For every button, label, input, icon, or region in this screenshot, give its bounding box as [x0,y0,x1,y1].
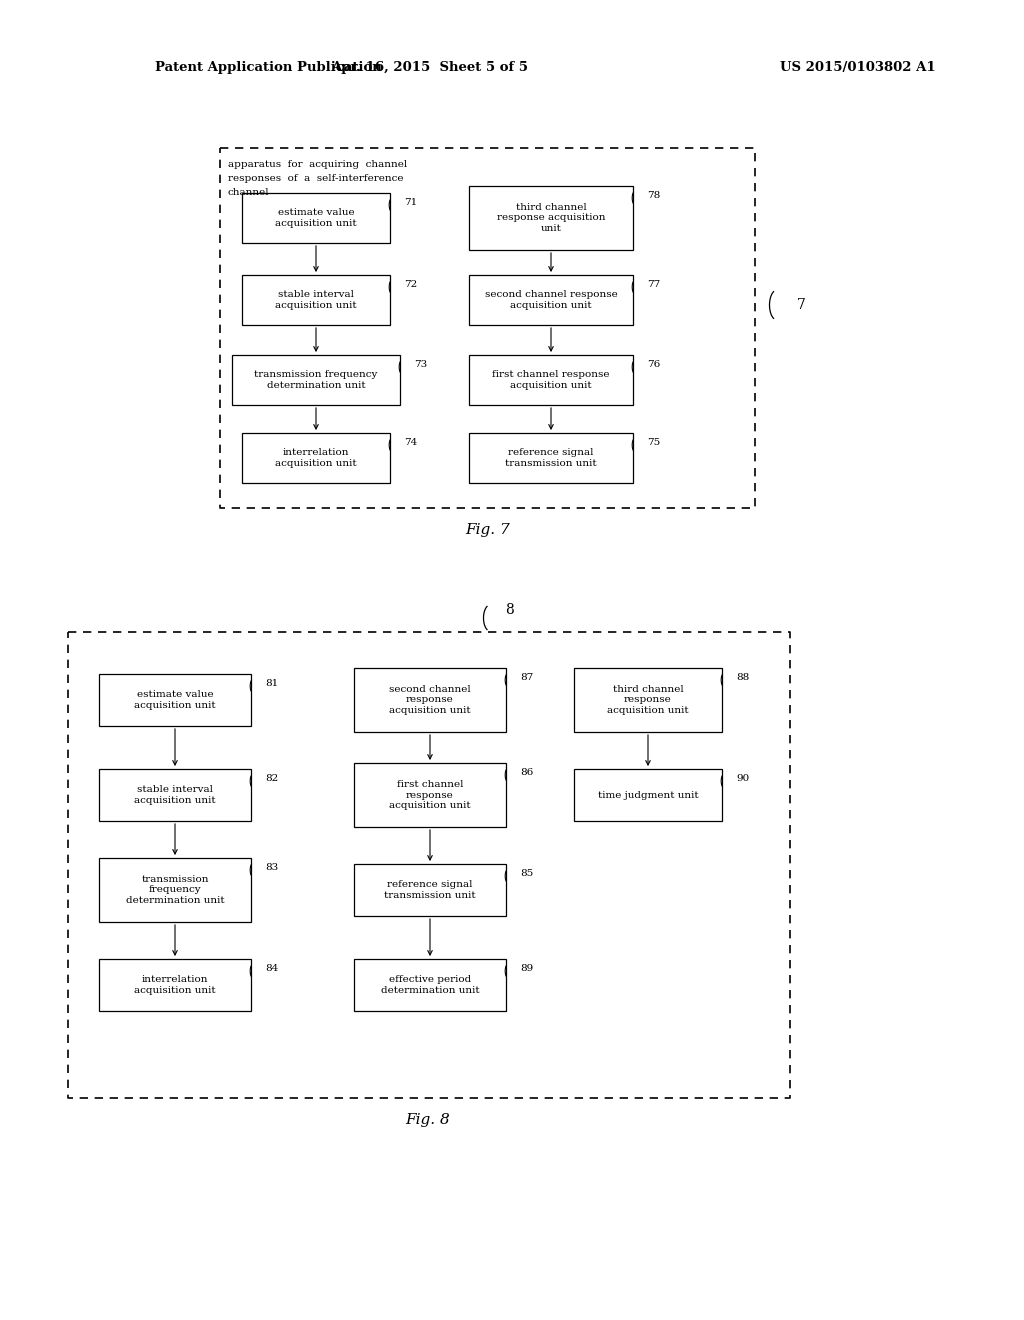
Text: transmission frequency
determination unit: transmission frequency determination uni… [254,371,378,389]
Bar [469,355,633,405]
Bar [469,275,633,325]
Text: interrelation
acquisition unit: interrelation acquisition unit [275,449,356,467]
Bar [469,186,633,249]
Text: 72: 72 [404,280,417,289]
Text: responses  of  a  self-interference: responses of a self-interference [228,174,403,183]
Text: 85: 85 [520,869,534,878]
Bar [99,858,251,921]
Text: apparatus  for  acquiring  channel: apparatus for acquiring channel [228,160,408,169]
Text: third channel
response
acquisition unit: third channel response acquisition unit [607,685,689,715]
Text: 88: 88 [736,673,750,682]
Text: Patent Application Publication: Patent Application Publication [155,62,382,74]
Bar [99,675,251,726]
Bar [469,433,633,483]
Text: 81: 81 [265,678,279,688]
Text: 73: 73 [414,360,427,370]
Text: 74: 74 [404,438,417,447]
Bar [232,355,400,405]
Text: 84: 84 [265,964,279,973]
Text: 86: 86 [520,768,534,777]
Text: interrelation
acquisition unit: interrelation acquisition unit [134,975,216,995]
Bar [242,275,390,325]
Text: 90: 90 [736,774,750,783]
Text: 77: 77 [647,280,660,289]
Text: reference signal
transmission unit: reference signal transmission unit [505,449,597,467]
Text: first channel
response
acquisition unit: first channel response acquisition unit [389,780,471,810]
Text: 76: 76 [647,360,660,370]
Text: second channel response
acquisition unit: second channel response acquisition unit [484,290,617,310]
Text: 71: 71 [404,198,417,207]
Text: transmission
frequency
determination unit: transmission frequency determination uni… [126,875,224,906]
Text: stable interval
acquisition unit: stable interval acquisition unit [134,785,216,805]
Bar [354,668,506,733]
Bar [354,763,506,828]
Text: 7: 7 [797,298,806,312]
Text: reference signal
transmission unit: reference signal transmission unit [384,880,476,900]
Bar [242,433,390,483]
Text: estimate value
acquisition unit: estimate value acquisition unit [134,690,216,710]
Bar [354,865,506,916]
Bar [574,770,722,821]
Text: channel: channel [228,187,269,197]
Text: 78: 78 [647,191,660,201]
Text: time judgment unit: time judgment unit [598,791,698,800]
Bar [99,960,251,1011]
Text: 75: 75 [647,438,660,447]
Text: 89: 89 [520,964,534,973]
Text: third channel
response acquisition
unit: third channel response acquisition unit [497,203,605,232]
Bar [354,960,506,1011]
Text: effective period
determination unit: effective period determination unit [381,975,479,995]
Text: second channel
response
acquisition unit: second channel response acquisition unit [389,685,471,715]
Text: Fig. 7: Fig. 7 [466,523,510,537]
Text: 82: 82 [265,774,279,783]
Text: stable interval
acquisition unit: stable interval acquisition unit [275,290,356,310]
Text: 87: 87 [520,673,534,682]
Bar [574,668,722,733]
Text: 83: 83 [265,863,279,873]
Bar [242,193,390,243]
Text: US 2015/0103802 A1: US 2015/0103802 A1 [780,62,936,74]
Text: 8: 8 [505,603,514,616]
Bar [99,770,251,821]
Text: Apr. 16, 2015  Sheet 5 of 5: Apr. 16, 2015 Sheet 5 of 5 [332,62,528,74]
Text: first channel response
acquisition unit: first channel response acquisition unit [493,371,609,389]
Text: Fig. 8: Fig. 8 [406,1113,451,1127]
Text: estimate value
acquisition unit: estimate value acquisition unit [275,209,356,227]
